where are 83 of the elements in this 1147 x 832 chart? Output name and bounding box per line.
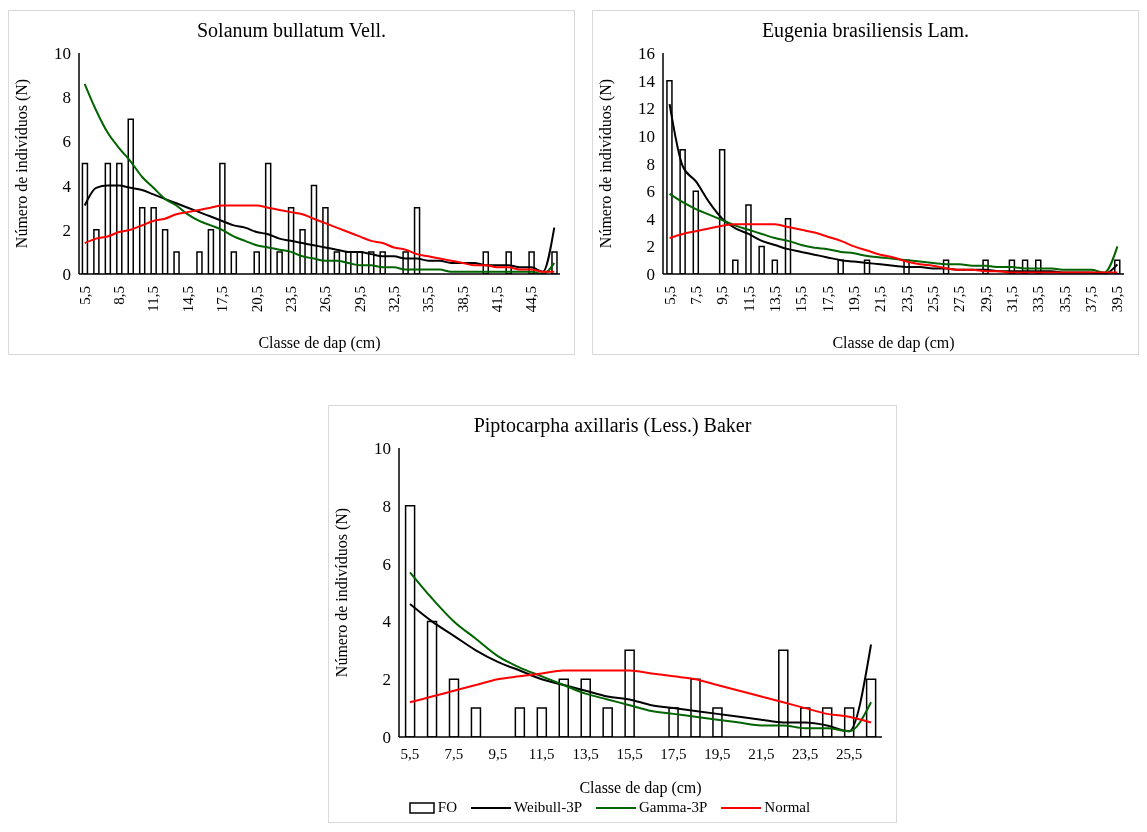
y-tick-label: 6 [382,554,391,574]
x-tick-label: 21,5 [748,746,775,762]
x-tick-label: 21,5 [872,286,889,313]
y-tick-label: 10 [638,126,655,146]
x-tick-label: 8,5 [111,286,128,305]
x-tick-label: 25,5 [835,746,863,762]
legend-label: Normal [764,799,811,816]
x-tick-label: 11,5 [528,746,555,762]
x-axis-title: Classe de dap (cm) [258,334,381,352]
y-axis-title: Número de indivíduos (N) [332,507,351,678]
x-tick-label: 15,5 [793,286,810,313]
y-tick-label: 2 [646,237,655,257]
x-tick-label: 39,5 [1109,286,1126,313]
y-tick-label: 0 [62,265,71,285]
chart-title: Piptocarpha axillaris (Less.) Baker [473,414,752,436]
y-tick-label: 4 [646,209,656,229]
y-tick-label: 4 [382,612,392,632]
line-series [83,204,556,273]
x-tick-label: 35,5 [420,286,437,313]
x-tick-label: 17,5 [660,746,687,762]
x-axis-title: Classe de dap (cm) [579,779,702,797]
legend-label: FO [437,799,458,816]
legend-label: Weibull-3P [514,799,582,816]
x-tick-label: 13,5 [572,746,599,762]
legend-label: Gamma-3P [639,799,708,816]
y-tick-label: 6 [62,132,71,152]
line-series [668,223,1119,274]
x-tick-label: 23,5 [282,286,299,313]
x-tick-label: 33,5 [1030,286,1047,313]
x-tick-label: 44,5 [523,286,540,313]
x-tick-label: 35,5 [1056,286,1073,313]
x-tick-label: 14,5 [179,286,196,313]
x-tick-label: 7,5 [444,746,464,762]
y-tick-label: 10 [54,44,71,64]
x-tick-label: 31,5 [1004,286,1021,313]
x-tick-label: 11,5 [740,286,757,312]
x-tick-label: 19,5 [845,286,862,313]
y-tick-label: 6 [646,182,655,202]
x-tick-label: 17,5 [819,286,836,313]
x-tick-label: 23,5 [792,746,819,762]
x-tick-label: 26,5 [317,286,334,313]
x-tick-label: 5,5 [400,746,420,762]
x-tick-label: 7,5 [687,286,704,305]
line-series [83,82,556,274]
x-tick-label: 20,5 [248,286,265,313]
y-tick-label: 0 [382,728,391,748]
y-tick-label: 10 [374,439,391,459]
line-series [408,571,873,733]
x-tick-label: 29,5 [977,286,994,313]
x-tick-label: 27,5 [951,286,968,313]
x-tick-label: 25,5 [925,286,942,313]
chart-title: Eugenia brasiliensis Lam. [761,19,970,41]
y-tick-label: 8 [382,496,391,516]
y-axis-title: Número de indivíduos (N) [596,78,615,249]
x-tick-label: 13,5 [766,286,783,313]
y-tick-label: 0 [646,265,655,285]
y-tick-label: 16 [638,44,655,64]
y-axis-title: Número de indivíduos (N) [12,78,31,249]
x-tick-label: 38,5 [454,286,471,313]
y-tick-label: 4 [62,176,72,196]
y-tick-label: 12 [638,99,655,119]
x-tick-label: 5,5 [76,286,93,305]
y-tick-label: 8 [62,88,71,108]
y-tick-label: 2 [382,670,391,690]
x-tick-label: 41,5 [489,286,506,313]
chart-title: Solanum bullatum Vell. [196,19,387,41]
x-tick-label: 9,5 [714,286,731,305]
line-series [408,669,873,724]
x-tick-label: 32,5 [385,286,402,313]
x-tick-label: 37,5 [1083,286,1100,313]
y-tick-label: 8 [646,154,655,174]
x-tick-label: 5,5 [661,286,678,305]
y-tick-label: 14 [638,71,656,91]
line-series [668,192,1119,274]
x-tick-label: 29,5 [351,286,368,313]
x-tick-label: 17,5 [214,286,231,313]
x-axis-title: Classe de dap (cm) [832,334,955,352]
x-tick-label: 15,5 [616,746,643,762]
x-tick-label: 9,5 [488,746,508,762]
x-tick-label: 23,5 [898,286,915,313]
x-tick-label: 11,5 [145,286,162,312]
x-tick-label: 19,5 [704,746,731,762]
y-tick-label: 2 [62,220,71,240]
